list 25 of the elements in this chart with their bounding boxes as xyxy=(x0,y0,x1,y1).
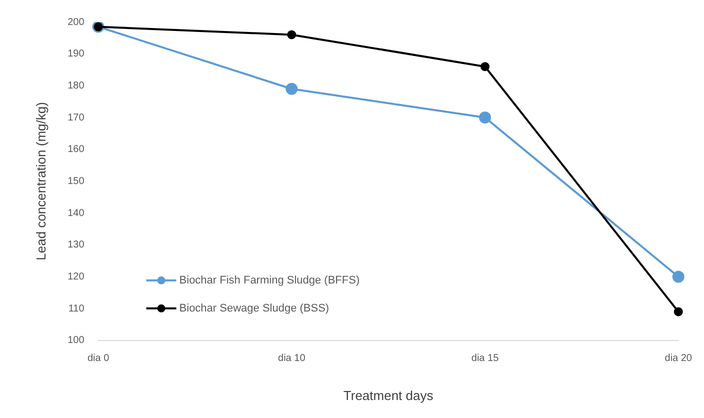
legend-label: Biochar Fish Farming Sludge (BFFS) xyxy=(179,274,360,286)
y-tick-label: 150 xyxy=(68,176,85,187)
point xyxy=(674,307,683,316)
point xyxy=(480,62,490,72)
y-tick-label: 160 xyxy=(68,144,85,156)
point xyxy=(287,30,296,40)
point xyxy=(286,82,298,95)
y-tick-label: 140 xyxy=(68,208,85,219)
y-tick-label: 190 xyxy=(68,48,85,60)
y-tick-label: 130 xyxy=(68,240,85,251)
x-axis-title: Treatment days xyxy=(343,388,434,403)
y-tick-label: 120 xyxy=(68,271,85,282)
y-tick-label: 100 xyxy=(68,335,85,346)
y-tick-label: 110 xyxy=(68,303,85,314)
x-tick-label: dia 10 xyxy=(278,353,306,364)
legend-label: Biochar Sewage Sludge (BSS) xyxy=(179,302,330,314)
y-axis-title: Lead concentration (mg/kg) xyxy=(33,102,48,260)
point xyxy=(672,270,684,283)
y-tick-label: 200 xyxy=(68,16,85,28)
point xyxy=(479,112,492,124)
x-tick-label: dia 0 xyxy=(87,353,110,364)
y-tick-label: 170 xyxy=(68,112,85,124)
x-tick-label: dia 20 xyxy=(664,353,692,364)
x-tick-label: dia 15 xyxy=(471,353,500,364)
y-tick-label: 180 xyxy=(68,80,85,92)
